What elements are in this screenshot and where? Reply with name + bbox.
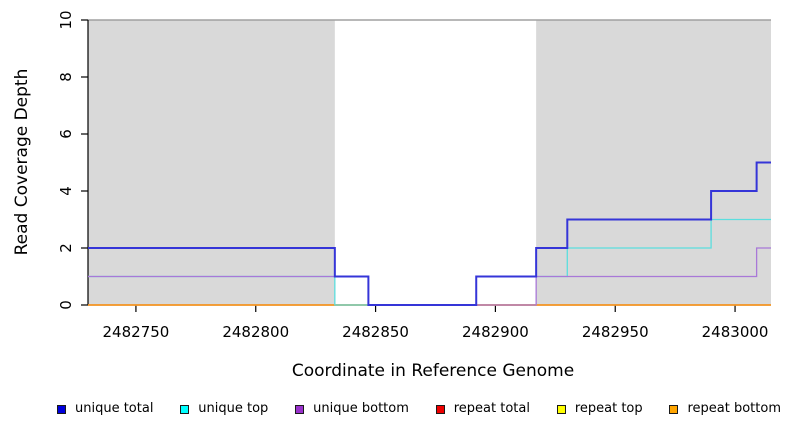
x-tick-label: 2482750	[103, 323, 170, 341]
y-tick-label: 0	[57, 300, 75, 310]
x-tick-label: 2483000	[702, 323, 769, 341]
x-tick-label: 2482950	[582, 323, 649, 341]
legend-swatch-icon	[180, 404, 190, 414]
x-tick-label: 2482850	[342, 323, 409, 341]
legend-swatch-icon	[669, 404, 679, 414]
y-axis-title: Read Coverage Depth	[12, 69, 32, 256]
legend-item-unique-total: unique total	[57, 401, 153, 417]
legend-item-unique-bottom: unique bottom	[295, 401, 409, 417]
y-tick-label: 10	[57, 10, 75, 29]
legend-label: repeat bottom	[687, 401, 781, 416]
legend-swatch-icon	[435, 404, 445, 414]
legend-label: unique top	[198, 401, 269, 416]
x-axis-title: Coordinate in Reference Genome	[292, 361, 574, 381]
legend: unique total unique top unique bottom repea…	[57, 401, 781, 417]
legend-label: unique total	[75, 401, 154, 416]
legend-label: repeat top	[574, 401, 643, 416]
legend-label: unique bottom	[313, 401, 409, 416]
legend-item-unique-top: unique top	[180, 401, 268, 417]
legend-swatch-icon	[556, 404, 566, 414]
y-tick-label: 4	[57, 186, 75, 196]
coverage-plot: 2482750 2482800 2482850 2482900 2482950 24830…	[12, 10, 771, 381]
series-line-unique-total	[88, 161, 771, 306]
legend-label: repeat total	[453, 401, 530, 416]
shaded-region	[88, 20, 335, 305]
legend-item-repeat-bottom: repeat bottom	[669, 401, 781, 417]
plot-layers: 2482750 2482800 2482850 2482900 2482950 24830…	[57, 10, 771, 341]
y-tick-label: 2	[57, 243, 75, 253]
y-tick-label: 6	[57, 129, 75, 139]
x-tick-label: 2482800	[222, 323, 289, 341]
y-tick-label: 8	[57, 72, 75, 82]
x-tick-label: 2482900	[462, 323, 529, 341]
shaded-region	[536, 20, 771, 305]
legend-swatch-icon	[57, 404, 66, 414]
legend-item-repeat-total: repeat total	[435, 401, 530, 417]
legend-swatch-icon	[295, 404, 305, 414]
legend-item-repeat-top: repeat top	[556, 401, 643, 417]
